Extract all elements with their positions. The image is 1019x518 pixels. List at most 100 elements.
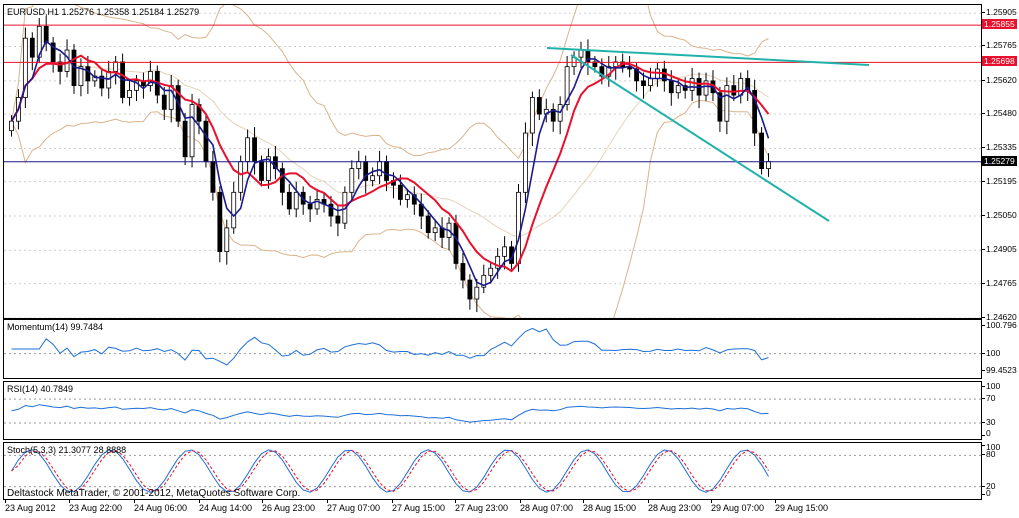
time-axis-tick: [327, 500, 328, 503]
bull-candle: [488, 267, 494, 276]
bull-candle: [224, 227, 230, 253]
bull-candle: [432, 227, 438, 234]
bear-candle: [536, 97, 542, 115]
stochastic-pane[interactable]: Stoch(5,3,3) 21.3077 28.8888: [3, 442, 982, 500]
indicator-axis-tick: [981, 422, 985, 424]
bull-candle: [675, 85, 681, 94]
price-axis-label: 1.25480: [986, 108, 1017, 119]
bull-candle: [245, 137, 251, 162]
price-axis-label: 1.25195: [986, 175, 1017, 186]
price-axis-label: 1.25335: [986, 142, 1017, 153]
time-axis-label: 29 Aug 07:00: [711, 503, 765, 513]
bull-candle: [495, 255, 501, 269]
time-axis-label: 24 Aug 06:00: [134, 503, 188, 513]
rsi-axis: 100 70 30 0: [981, 381, 1019, 438]
bull-candle: [529, 97, 535, 134]
indicator-axis-tick: [981, 434, 985, 436]
bollinger-middle-line: [11, 62, 769, 238]
indicator-axis-label: 0: [986, 428, 991, 438]
indicator-axis-tick: [981, 398, 985, 400]
indicator-axis-tick: [981, 324, 985, 326]
slow-moving-average-line: [10, 54, 770, 273]
bear-candle: [759, 132, 764, 170]
bull-candle: [370, 175, 376, 181]
bull-candle: [724, 85, 730, 122]
indicator-main-line: [11, 449, 769, 493]
bear-candle: [752, 89, 758, 134]
time-axis-tick: [648, 500, 649, 503]
price-axis-tick: [981, 180, 985, 182]
indicator-axis-tick: [981, 385, 985, 387]
indicator-axis-label: 70: [986, 393, 996, 404]
momentum-label: Momentum(14) 99.7484: [7, 322, 104, 332]
bull-candle: [266, 156, 271, 181]
bollinger-lower-line: [11, 99, 769, 318]
bear-candle: [550, 108, 556, 122]
bear-candle: [85, 66, 91, 82]
stochastic-svg: [4, 449, 981, 493]
copyright-text: Deltastock MetaTrader, © 2001-2012, Meta…: [7, 488, 301, 499]
price-axis-label: 1.25050: [986, 210, 1017, 221]
price-axis: 1.25905 1.25765 1.25620 1.25480 1.25335 1.251…: [981, 4, 1019, 322]
bull-candle: [231, 191, 237, 229]
bull-candle: [147, 70, 153, 87]
price-chart-pane[interactable]: EURUSD,H1 1.25276 1.25358 1.25184 1.2527…: [3, 4, 982, 319]
indicator-axis-label: 100.796: [986, 319, 1017, 330]
bear-candle: [182, 120, 188, 158]
price-axis-label: 1.25905: [986, 7, 1017, 18]
time-axis-label: 28 Aug 15:00: [583, 503, 637, 513]
time-axis-label: 28 Aug 07:00: [520, 503, 574, 513]
bull-candle: [648, 78, 653, 87]
indicator-main-line: [11, 327, 769, 366]
indicator-axis-tick: [981, 445, 985, 447]
lower-trendline: [570, 54, 830, 222]
bear-candle: [425, 215, 431, 234]
price-axis-label: 1.24765: [986, 277, 1017, 288]
price-axis-label: 1.25765: [986, 40, 1017, 51]
bear-candle: [398, 184, 403, 200]
bull-candle: [564, 66, 570, 105]
bull-candle: [689, 78, 695, 91]
bull-candle: [502, 246, 508, 257]
bear-candle: [307, 203, 313, 210]
momentum-pane[interactable]: Momentum(14) 99.7484: [3, 319, 982, 379]
rsi-svg: [4, 398, 981, 424]
time-axis: 23 Aug 2012 23 Aug 22:00 24 Aug 06:00 24 Au…: [3, 500, 980, 518]
bull-candle: [189, 104, 195, 158]
rsi-pane[interactable]: RSI(14) 40.7849: [3, 381, 982, 440]
indicator-axis-label: 30: [986, 417, 996, 428]
bear-candle: [668, 80, 674, 94]
bull-candle: [578, 49, 584, 58]
indicator-axis-label: 0: [986, 488, 991, 498]
price-axis-tick: [981, 79, 985, 81]
time-axis-tick: [775, 500, 776, 503]
bull-candle: [92, 75, 98, 82]
indicator-axis-tick: [981, 493, 985, 495]
bull-candle: [314, 199, 320, 210]
time-axis-label: 27 Aug 07:00: [327, 503, 381, 513]
bear-candle: [453, 222, 459, 264]
momentum-svg: [4, 327, 981, 366]
bull-candle: [356, 161, 362, 170]
rsi-label: RSI(14) 40.7849: [7, 384, 74, 394]
bull-candle: [78, 66, 84, 87]
bull-candle: [349, 168, 355, 193]
time-axis-label: 24 Aug 14:00: [199, 503, 253, 513]
indicator-axis-label: 100: [986, 347, 1001, 358]
bear-candle: [161, 94, 167, 110]
bull-candle: [377, 161, 382, 177]
bull-candle: [523, 132, 528, 193]
bear-candle: [252, 137, 257, 162]
time-axis-tick: [583, 500, 584, 503]
price-tag: 1.25698: [982, 56, 1017, 67]
price-tag: 1.25855: [982, 19, 1017, 30]
chart-symbol-label: EURUSD,H1 1.25276 1.25358 1.25184 1.2527…: [7, 7, 200, 17]
time-axis-tick: [455, 500, 456, 503]
price-axis-label: 1.25620: [986, 74, 1017, 85]
bear-candle: [279, 168, 285, 193]
time-axis-label: 23 Aug 22:00: [69, 503, 123, 513]
bear-candle: [217, 191, 223, 253]
bollinger-upper-line: [11, 5, 769, 160]
price-axis-tick: [981, 113, 985, 115]
bull-candle: [766, 161, 771, 170]
